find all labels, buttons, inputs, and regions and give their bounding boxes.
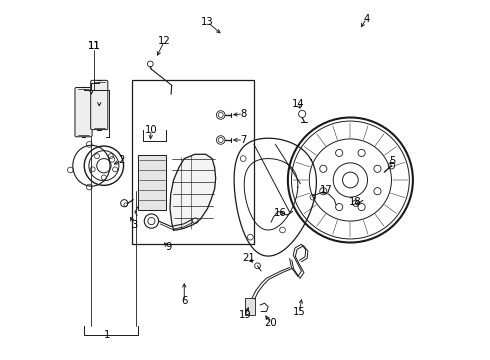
FancyBboxPatch shape (91, 80, 108, 130)
Polygon shape (170, 154, 216, 230)
Text: 17: 17 (320, 185, 333, 195)
Text: 4: 4 (363, 14, 369, 23)
Text: 15: 15 (293, 307, 306, 317)
Text: 8: 8 (240, 109, 246, 119)
Bar (245, 298, 255, 315)
Text: 11: 11 (88, 41, 100, 51)
Text: 1: 1 (104, 330, 111, 341)
Text: 19: 19 (239, 310, 251, 320)
Text: 18: 18 (349, 197, 361, 207)
Text: 7: 7 (240, 135, 246, 145)
Bar (138, 155, 166, 210)
Text: 3: 3 (131, 220, 137, 230)
Text: 5: 5 (389, 157, 395, 166)
Text: 16: 16 (273, 208, 286, 218)
Text: 11: 11 (88, 41, 100, 51)
Bar (132, 80, 254, 244)
Text: 2: 2 (119, 156, 125, 165)
Text: 10: 10 (145, 125, 157, 135)
Text: 20: 20 (265, 318, 277, 328)
Text: 13: 13 (201, 17, 214, 27)
Text: 6: 6 (181, 296, 188, 306)
Text: 12: 12 (158, 36, 171, 46)
Text: 9: 9 (165, 242, 172, 252)
Text: 14: 14 (292, 99, 304, 109)
Text: 21: 21 (242, 253, 255, 263)
FancyBboxPatch shape (75, 87, 92, 137)
